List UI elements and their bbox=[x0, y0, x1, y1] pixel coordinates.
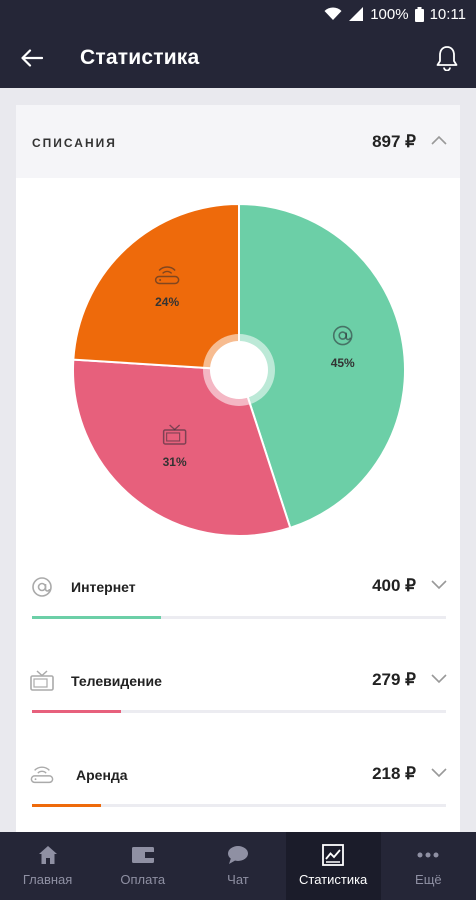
clock: 10:11 bbox=[429, 5, 466, 23]
pie-center-hole bbox=[210, 341, 268, 399]
list-item-amount: 218 ₽ bbox=[372, 764, 416, 783]
nav-item-statistics[interactable]: Статистика bbox=[285, 832, 381, 900]
list-item-label: Интернет bbox=[71, 579, 136, 595]
battery-icon bbox=[414, 6, 424, 22]
nav-item-chat[interactable]: Чат bbox=[190, 832, 285, 900]
pie-slice-2 bbox=[72, 202, 240, 372]
nav-label: Главная bbox=[22, 872, 73, 887]
chevron-down-icon[interactable] bbox=[430, 578, 448, 592]
nav-item-more[interactable]: Ещё bbox=[381, 832, 476, 900]
expenses-card: СПИСАНИЯ 897 ₽ 45% 31% 24% Интернет 400 … bbox=[16, 105, 460, 832]
nav-label: Чат bbox=[227, 872, 249, 887]
arrow-left-icon bbox=[21, 49, 43, 67]
pie-label-internet: 45% bbox=[330, 355, 355, 370]
chat-icon bbox=[227, 844, 249, 866]
signal-icon bbox=[349, 7, 364, 21]
pie-slice-icon-at-sign-icon bbox=[332, 325, 353, 346]
list-item-amount: 400 ₽ bbox=[372, 576, 416, 595]
list-item-label: Телевидение bbox=[71, 673, 162, 689]
status-bar: 100% 10:11 bbox=[0, 0, 476, 28]
card-total: 897 ₽ bbox=[372, 132, 416, 151]
at-sign-icon bbox=[30, 575, 54, 599]
nav-label: Ещё bbox=[415, 872, 442, 887]
pie-label-tv: 31% bbox=[162, 454, 187, 469]
progress-track bbox=[32, 804, 446, 807]
chevron-up-icon[interactable] bbox=[430, 133, 448, 147]
nav-label: Статистика bbox=[299, 872, 368, 887]
router-icon bbox=[30, 763, 54, 787]
page-title: Статистика bbox=[80, 46, 200, 69]
chevron-down-icon[interactable] bbox=[430, 766, 448, 780]
nav-label: Оплата bbox=[120, 872, 166, 887]
progress-fill-tv bbox=[32, 710, 121, 713]
content-area: СПИСАНИЯ 897 ₽ 45% 31% 24% Интернет 400 … bbox=[0, 88, 476, 832]
bell-icon bbox=[436, 46, 458, 71]
card-title: СПИСАНИЯ bbox=[32, 136, 117, 150]
progress-track bbox=[32, 710, 446, 713]
tv-icon bbox=[30, 669, 54, 693]
app-bar: Статистика bbox=[0, 28, 476, 88]
chevron-down-icon[interactable] bbox=[430, 672, 448, 686]
pie-slice-icon-tv-icon bbox=[162, 424, 187, 445]
progress-fill-internet bbox=[32, 616, 161, 619]
wifi-icon bbox=[324, 7, 342, 20]
bottom-navigation: Главная Оплата Чат Статистика Ещё bbox=[0, 832, 476, 900]
pie-slice-icon-router-icon bbox=[154, 266, 180, 285]
list-item-label: Аренда bbox=[76, 767, 128, 783]
pie-label-rent: 24% bbox=[155, 295, 180, 310]
list-item-amount: 279 ₽ bbox=[372, 670, 416, 689]
more-icon bbox=[417, 844, 439, 866]
expenses-pie-chart bbox=[72, 202, 406, 537]
list-item-internet[interactable]: Интернет 400 ₽ bbox=[16, 565, 460, 659]
home-icon bbox=[37, 844, 59, 866]
wallet-icon bbox=[131, 844, 154, 866]
battery-percent: 100% bbox=[370, 5, 409, 23]
pie-slice-0 bbox=[238, 202, 406, 530]
expenses-card-header[interactable]: СПИСАНИЯ 897 ₽ bbox=[16, 105, 460, 178]
notifications-button[interactable] bbox=[432, 42, 462, 74]
list-item-rent[interactable]: Аренда 218 ₽ bbox=[16, 753, 460, 832]
progress-fill-rent bbox=[32, 804, 101, 807]
chart-icon bbox=[322, 844, 345, 866]
nav-item-home[interactable]: Главная bbox=[0, 832, 95, 900]
list-item-tv[interactable]: Телевидение 279 ₽ bbox=[16, 659, 460, 753]
nav-item-payment[interactable]: Оплата bbox=[95, 832, 190, 900]
progress-track bbox=[32, 616, 446, 619]
back-button[interactable] bbox=[18, 44, 46, 72]
